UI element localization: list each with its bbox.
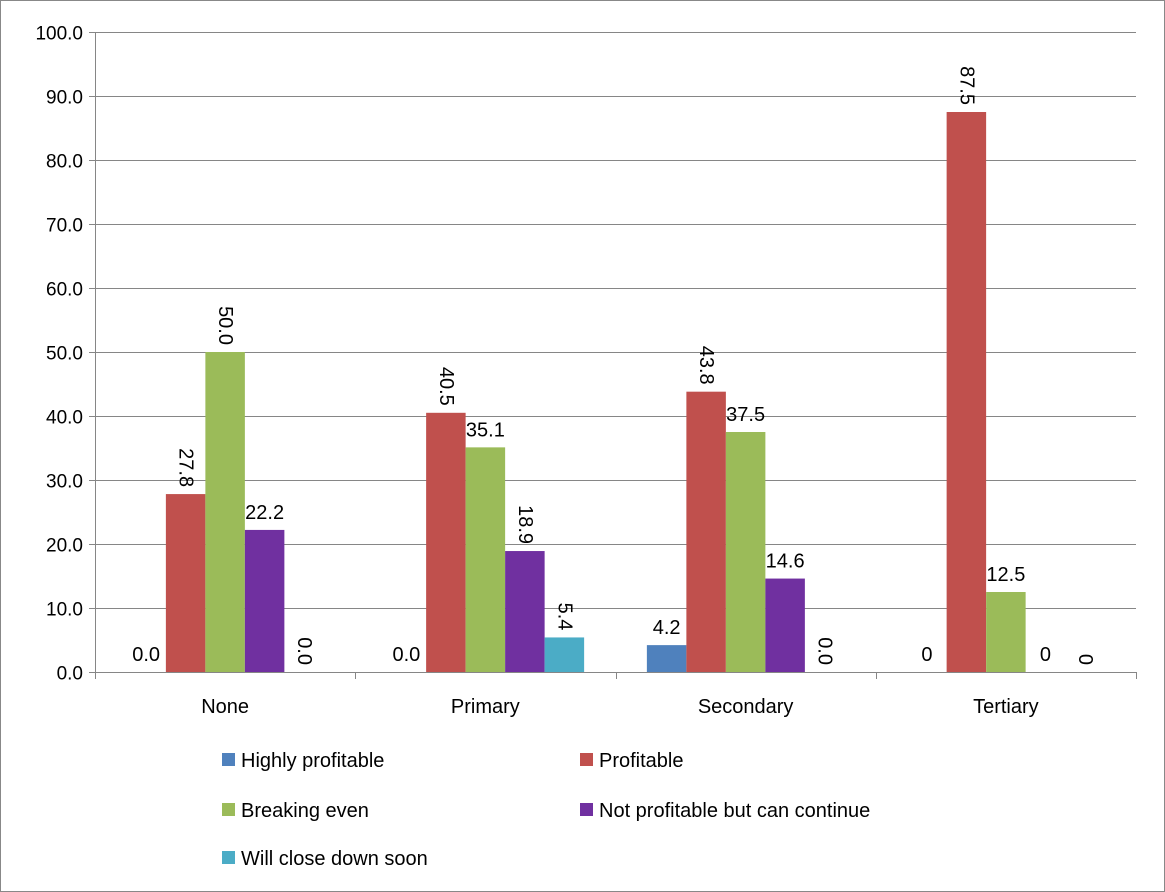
data-label: 40.5 [435,367,457,406]
data-labels: 0.0 27.8 50.0 22.2 0.0 0.0 40.5 35.1 18.9 5.4 4.2 4… [132,66,1096,666]
bar [946,112,987,672]
bar [165,494,206,672]
legend-label: Will close down soon [241,848,428,870]
data-label: 35.1 [466,419,505,441]
bar [686,391,726,672]
x-tick-label: Primary [451,696,520,718]
legend-swatch [222,753,235,766]
y-tick-label: 70.0 [46,216,83,237]
bar [765,578,805,672]
legend-label: Highly profitable [241,750,384,772]
y-tick-label: 60.0 [46,280,83,301]
bar [986,592,1026,672]
y-tick-label: 100.0 [35,24,83,45]
legend-swatch [222,851,235,864]
data-label: 0 [1040,644,1051,666]
bars [165,112,1026,672]
legend-swatch [580,753,593,766]
legend-label: Profitable [599,750,684,772]
x-tick-label: Secondary [698,696,794,718]
bar [544,637,585,672]
data-label: 27.8 [175,448,197,487]
bar [725,432,766,672]
data-label: 0.0 [132,644,160,666]
y-tick-label: 90.0 [46,88,83,109]
data-label: 4.2 [653,617,681,639]
y-tick-label: 50.0 [46,344,83,365]
y-tick-label: 10.0 [46,600,83,621]
data-label: 43.8 [695,346,717,385]
x-tick-label: None [201,696,249,718]
legend-label: Not profitable but can continue [599,800,870,822]
legend: Highly profitable Profitable Breaking even… [222,750,870,870]
data-label: 0 [1074,654,1096,665]
y-tick-label: 40.0 [46,408,83,429]
bar [205,352,245,672]
data-label: 18.9 [514,505,536,544]
y-tick-label: 80.0 [46,152,83,173]
bar [244,529,285,672]
bar [426,412,466,672]
y-tick-label: 30.0 [46,472,83,493]
data-label: 0.0 [392,644,420,666]
data-label: 0.0 [293,637,315,665]
axes: 0.0 10.0 20.0 30.0 40.0 50.0 60.0 70.0 80.0 90.0 1… [35,24,1137,718]
bar [646,645,687,672]
x-tick-label: Tertiary [973,696,1039,718]
bar [505,551,545,672]
data-label: 5.4 [553,603,575,631]
data-label: 0.0 [814,637,836,665]
data-label: 14.6 [766,551,805,573]
legend-swatch [580,803,593,816]
y-tick-label: 0.0 [57,664,83,685]
data-label: 87.5 [955,66,977,105]
data-label: 12.5 [986,564,1025,586]
data-label: 22.2 [245,502,284,524]
y-tick-label: 20.0 [46,536,83,557]
data-label: 0 [921,644,932,666]
data-label: 37.5 [726,404,765,426]
bar [465,447,506,672]
data-label: 50.0 [214,306,236,345]
legend-swatch [222,803,235,816]
legend-label: Breaking even [241,800,369,822]
